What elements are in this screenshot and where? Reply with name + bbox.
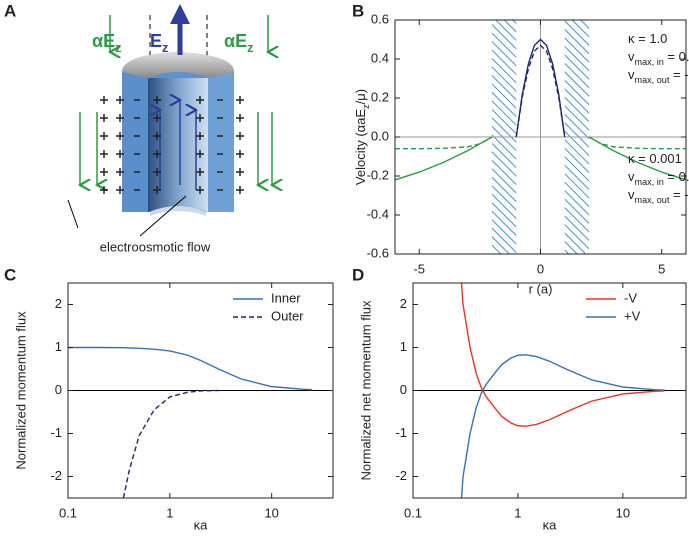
legend-label: Outer xyxy=(271,308,304,323)
subscript: z xyxy=(247,41,253,55)
y-tick-label: 0.6 xyxy=(371,11,389,26)
field-arrowhead xyxy=(170,4,190,24)
series-line xyxy=(515,38,566,138)
text-part: κ = 0.001 xyxy=(628,151,682,166)
x-tick-label: 0.1 xyxy=(59,505,77,520)
caption: electroosmotic flow xyxy=(100,239,211,254)
series-line xyxy=(460,282,665,427)
series-line xyxy=(122,389,219,499)
y-tick-label: 0.4 xyxy=(371,50,389,65)
charges xyxy=(100,96,244,194)
annotation: vmax, in = 0.47 xyxy=(628,49,689,67)
panel-label: A xyxy=(4,1,16,20)
series-line xyxy=(395,136,686,150)
text-part: v xyxy=(628,49,635,64)
subscript: max, in xyxy=(635,57,664,67)
x-tick-label: 10 xyxy=(616,505,630,520)
field-label: αEz xyxy=(224,31,253,56)
y-tick-label: 0 xyxy=(55,382,62,397)
x-axis-label: r (a) xyxy=(529,281,553,296)
x-axis-label: κa xyxy=(543,517,558,532)
y-tick-label: -0.6 xyxy=(367,245,389,260)
series-line xyxy=(515,44,566,138)
text-part: = -1.64 xyxy=(669,187,689,202)
cylinder-bottom xyxy=(150,206,206,216)
subscript: z xyxy=(361,104,371,109)
leader-line xyxy=(139,195,187,237)
subscript: z xyxy=(162,41,168,55)
x-tick-label: 0.1 xyxy=(404,505,422,520)
series-line xyxy=(460,354,665,499)
text-part: = -0.06 xyxy=(669,67,689,82)
text-part: /μ) xyxy=(353,89,368,104)
y-tick-label: 0.2 xyxy=(371,89,389,104)
subscript: max, out xyxy=(635,75,670,85)
subscript: z xyxy=(115,41,121,55)
y-tick-label: 0.0 xyxy=(371,128,389,143)
wall-left xyxy=(122,72,148,212)
y-axis-label: Velocity (αaEz/μ) xyxy=(353,89,371,185)
y-tick-label: -2 xyxy=(50,468,62,483)
leader-line xyxy=(67,199,79,229)
x-tick-label: -5 xyxy=(413,261,425,276)
y-tick-label: 2 xyxy=(55,296,62,311)
legend-label: Inner xyxy=(271,290,301,305)
subscript: max, in xyxy=(635,177,664,187)
annotation: κ = 1.0 xyxy=(628,31,667,46)
text-part: v xyxy=(628,187,635,202)
y-tick-label: 1 xyxy=(55,339,62,354)
annotation: vmax, out = -1.64 xyxy=(628,187,689,205)
annotation: vmax, out = -0.06 xyxy=(628,67,689,85)
y-tick-label: -0.2 xyxy=(367,167,389,182)
x-axis-label: κa xyxy=(194,517,209,532)
panel-label: C xyxy=(4,265,16,284)
field-label: Ez xyxy=(150,31,168,56)
panel-label: B xyxy=(352,1,364,20)
annotation: κ = 0.001 xyxy=(628,151,682,166)
y-tick-label: -1 xyxy=(50,425,62,440)
y-axis-label: Normalized momentum flux xyxy=(13,311,28,470)
y-tick-label: 1 xyxy=(400,339,407,354)
diagram: A electroosmotic flow αEz Ez αEz xyxy=(4,1,272,254)
legend-label: -V xyxy=(624,290,637,305)
x-tick-label: 10 xyxy=(264,505,278,520)
series-line xyxy=(68,346,313,391)
text-part: = 0.47 xyxy=(664,49,689,64)
cylinder-cap xyxy=(122,52,234,78)
x-tick-label: 5 xyxy=(658,261,665,276)
text-part: αE xyxy=(224,31,247,51)
wall-right xyxy=(208,72,234,212)
y-tick-label: -2 xyxy=(395,468,407,483)
y-tick-label: -1 xyxy=(395,425,407,440)
text-part: αE xyxy=(92,31,115,51)
y-tick-label: 0 xyxy=(400,382,407,397)
subscript: max, out xyxy=(635,195,670,205)
x-tick-label: 1 xyxy=(514,505,521,520)
text-part: κ = 1.0 xyxy=(628,31,667,46)
x-tick-label: 0 xyxy=(537,261,544,276)
text-part: Velocity (αaE xyxy=(353,109,368,185)
y-tick-label: -0.4 xyxy=(367,206,389,221)
panel-label: D xyxy=(352,265,364,284)
field-label: αEz xyxy=(92,31,121,56)
text-part: E xyxy=(150,31,162,51)
x-tick-label: 1 xyxy=(166,505,173,520)
text-part: v xyxy=(628,67,635,82)
text-part: = 0.50 xyxy=(664,169,689,184)
text-part: v xyxy=(628,169,635,184)
legend-label: +V xyxy=(624,308,641,323)
y-axis-label: Normalized net momentum flux xyxy=(358,300,373,480)
annotation: vmax, in = 0.50 xyxy=(628,169,689,187)
y-tick-label: 2 xyxy=(400,296,407,311)
